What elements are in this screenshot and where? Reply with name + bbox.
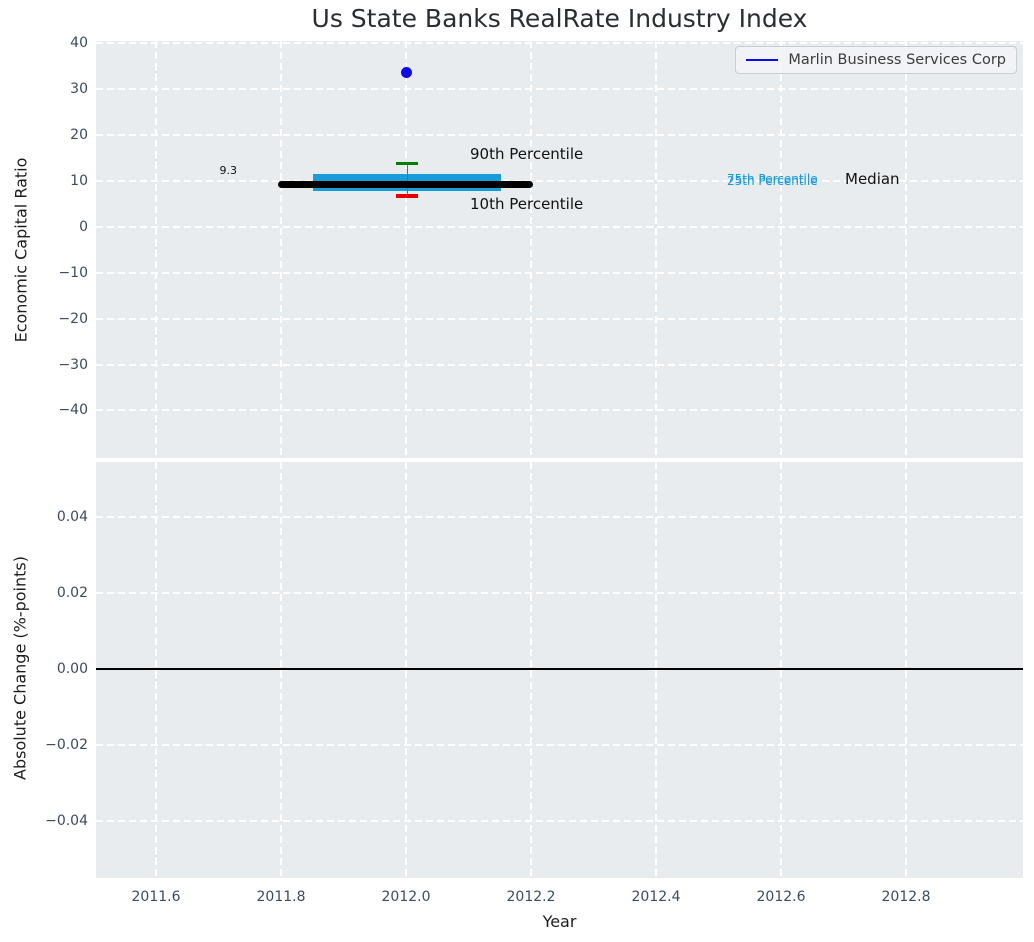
p90-cap-marker: [396, 161, 418, 165]
p10-label: 10th Percentile: [470, 195, 584, 213]
y-tick-label: −30: [58, 357, 88, 373]
x-tick-label: 2012.6: [756, 889, 806, 905]
gridline: [96, 592, 1023, 594]
gridline: [96, 226, 1023, 228]
gridline: [96, 744, 1023, 746]
y-tick-label: −20: [58, 311, 88, 327]
median-label: Median: [845, 170, 900, 188]
gridline: [96, 134, 1023, 136]
y-tick-label: 10: [70, 173, 88, 189]
zero-reference-line: [96, 668, 1023, 671]
y-tick-label: −40: [58, 402, 88, 418]
gridline: [280, 41, 282, 458]
x-tick-label: 2012.2: [506, 889, 556, 905]
p75-label: 75th Percentile: [727, 172, 818, 186]
x-tick-label: 2012.0: [381, 889, 431, 905]
top-plot-area: 9.3 90th Percentile 10th Percentile 75th…: [96, 41, 1023, 458]
p10-cap-marker: [396, 194, 418, 198]
gridline: [96, 820, 1023, 822]
gridline: [96, 516, 1023, 518]
y-tick-label: −10: [58, 265, 88, 281]
y-tick-label: 0.00: [56, 661, 88, 677]
gridline: [96, 272, 1023, 274]
y-tick-label: 0.02: [56, 585, 88, 601]
scatter-point: [400, 66, 412, 78]
gridline: [96, 364, 1023, 366]
y-tick-label: 0: [79, 219, 88, 235]
legend: Marlin Business Services Corp: [735, 46, 1017, 74]
gridline: [96, 42, 1023, 44]
x-axis-label: Year: [542, 912, 577, 931]
gridline: [96, 318, 1023, 320]
p25-label: 25th Percentile: [727, 173, 818, 188]
gridline: [155, 41, 157, 458]
y-tick-label: 30: [70, 81, 88, 97]
median-value-label: 9.3: [219, 164, 238, 177]
legend-line-sample: [746, 58, 779, 62]
gridline: [780, 41, 782, 458]
x-tick-label: 2012.8: [881, 889, 931, 905]
gridline: [96, 88, 1023, 90]
y-tick-label: 40: [70, 35, 88, 51]
x-tick-label: 2011.8: [256, 889, 306, 905]
y-tick-label: 0.04: [56, 509, 88, 525]
gridline: [905, 41, 907, 458]
y-tick-label: −0.02: [45, 737, 88, 753]
y-tick-label: −0.04: [45, 813, 88, 829]
bottom-plot-area: [96, 462, 1023, 878]
x-tick-label: 2011.6: [131, 889, 181, 905]
y-tick-label: 20: [70, 127, 88, 143]
legend-label: Marlin Business Services Corp: [788, 52, 1006, 68]
median-line: [278, 180, 533, 188]
chart-title: Us State Banks RealRate Industry Index: [311, 4, 808, 33]
gridline: [405, 41, 407, 458]
gridline: [96, 180, 1023, 182]
top-y-axis-label: Economic Capital Ratio: [11, 157, 31, 343]
p90-label: 90th Percentile: [470, 145, 584, 163]
gridline: [96, 409, 1023, 411]
gridline: [655, 41, 657, 458]
bottom-y-axis-label: Absolute Change (%-points): [10, 556, 30, 780]
x-tick-label: 2012.4: [631, 889, 681, 905]
gridline: [530, 41, 532, 458]
whisker-line: [406, 163, 408, 197]
